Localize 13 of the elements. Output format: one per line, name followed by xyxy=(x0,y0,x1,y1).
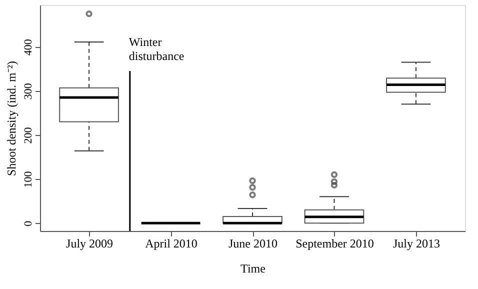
annotation: Winter disturbance xyxy=(128,35,184,63)
y-tick-label: 300 xyxy=(22,82,34,100)
y-tick-label: 400 xyxy=(22,38,34,56)
y-axis-title: Shoot density (ind. m⁻²) xyxy=(4,61,18,176)
y-tick-label: 0 xyxy=(22,220,34,226)
x-tick-label: September 2010 xyxy=(296,236,374,250)
x-tick-label: July 2009 xyxy=(66,236,114,250)
x-tick-label: June 2010 xyxy=(228,236,278,250)
x-axis-title: Time xyxy=(240,262,266,276)
y-tick-label: 200 xyxy=(22,126,34,144)
x-tick-label: April 2010 xyxy=(145,236,198,250)
y-tick-label: 100 xyxy=(22,170,34,188)
x-tick-label: July 2013 xyxy=(392,236,440,250)
